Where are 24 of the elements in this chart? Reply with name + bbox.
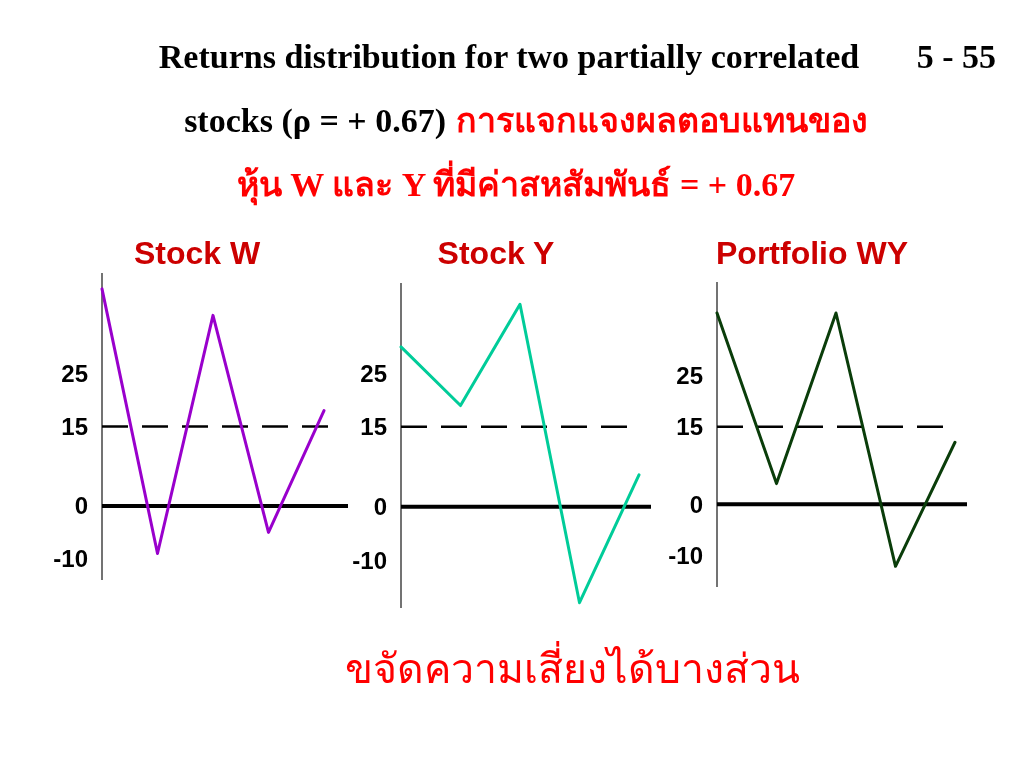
y-tick-label: 15 — [61, 413, 88, 440]
y-tick-label: -10 — [668, 542, 703, 570]
text: หุ้น W และ Y ที่มีค่าสหสัมพันธ์ = + 0.67 — [236, 160, 796, 206]
y-tick-label: 15 — [676, 413, 703, 441]
chart-title: Stock W — [133, 235, 261, 271]
y-tick-label: -10 — [352, 546, 387, 574]
y-tick-label: 0 — [373, 493, 387, 521]
line-series — [399, 302, 641, 605]
text: Returns distribution for two partially correlated — [158, 38, 860, 75]
text: การแจกแจงผลตอบแทนของ — [456, 102, 868, 139]
text: ขจัดความเสี่ยงได้บางส่วน — [344, 641, 800, 692]
chart-title: Stock Y — [437, 235, 555, 271]
y-tick-label: 25 — [676, 361, 703, 389]
text: stocks (ρ = + 0.67) — [184, 102, 446, 140]
line-series — [100, 287, 326, 556]
y-tick-label: 0 — [689, 490, 703, 518]
y-tick-label: -10 — [53, 545, 88, 573]
line-series — [715, 311, 957, 568]
y-tick-label: 25 — [61, 360, 88, 388]
text: 5 - 55 — [916, 38, 996, 75]
chart-title: Portfolio WY — [716, 235, 908, 271]
y-tick-label: 25 — [360, 360, 387, 388]
y-tick-label: 0 — [74, 492, 88, 520]
y-tick-label: 15 — [360, 413, 387, 441]
